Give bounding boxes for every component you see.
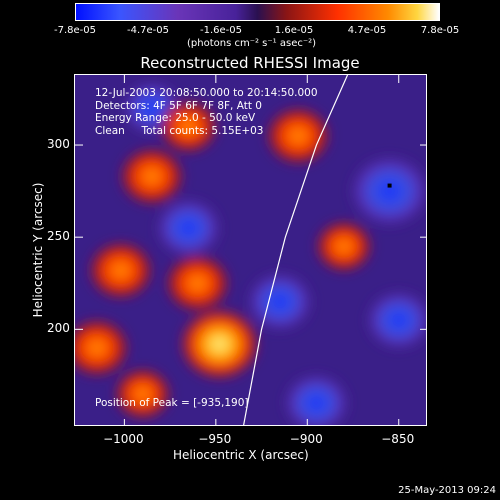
y-tick-label: 200: [47, 321, 70, 336]
cold-spot: [349, 155, 426, 228]
y-axis-title: Heliocentric Y (arcsec): [31, 182, 45, 318]
cold-spot: [247, 272, 313, 332]
chart-title: Reconstructed RHESSI Image: [140, 54, 360, 72]
annotation-line: Clean Total counts: 5.15E+03: [95, 124, 264, 137]
x-tick-label: −850: [381, 432, 415, 446]
colorbar-tick-label: 4.7e-05: [347, 25, 387, 36]
cold-spot: [365, 290, 426, 350]
hot-spot: [179, 308, 260, 381]
hot-spot: [164, 253, 231, 313]
heatmap-svg: [75, 75, 426, 425]
colorbar-tick-label: 7.8e-05: [420, 25, 460, 36]
hot-spot: [158, 99, 219, 154]
cold-spot: [155, 198, 222, 258]
cold-spot: [283, 373, 350, 425]
hot-spot: [113, 367, 172, 420]
peak-position-label: Position of Peak = [-935,190]: [95, 397, 249, 409]
colorbar-tick-label: -7.8e-05: [54, 25, 96, 36]
plot-area: [74, 74, 427, 426]
hot-spot: [118, 146, 185, 207]
hot-spot: [87, 240, 154, 300]
colorbar-unit-label: (photons cm⁻² s⁻¹ asec⁻²): [187, 38, 317, 49]
y-tick-label: 300: [47, 137, 70, 152]
peak-marker: [387, 183, 392, 188]
x-axis-title: Heliocentric X (arcsec): [173, 448, 309, 462]
annotation-line: Detectors: 4F 5F 6F 7F 8F, Att 0: [95, 99, 262, 112]
hot-spot: [75, 318, 130, 378]
x-tick-label: −900: [289, 432, 323, 446]
annotation-block: 12-Jul-2003 20:08:50.000 to 20:14:50.000…: [95, 87, 318, 137]
colorbar-tick-label: -4.7e-05: [127, 25, 169, 36]
colorbar: [75, 3, 440, 21]
x-tick-label: −950: [198, 432, 232, 446]
y-tick-label: 250: [47, 229, 70, 244]
colorbar-tick-label: -1.6e-05: [200, 25, 242, 36]
colorbar-tick-label: 1.6e-05: [274, 25, 314, 36]
hot-spot: [314, 220, 373, 273]
annotation-line: 12-Jul-2003 20:08:50.000 to 20:14:50.000: [95, 87, 318, 99]
x-tick-label: −1000: [103, 432, 144, 446]
annotation-line: Energy Range: 25.0 - 50.0 keV: [95, 112, 256, 124]
timestamp: 25-May-2013 09:24: [398, 485, 496, 496]
solar-limb-curve: [243, 75, 349, 425]
